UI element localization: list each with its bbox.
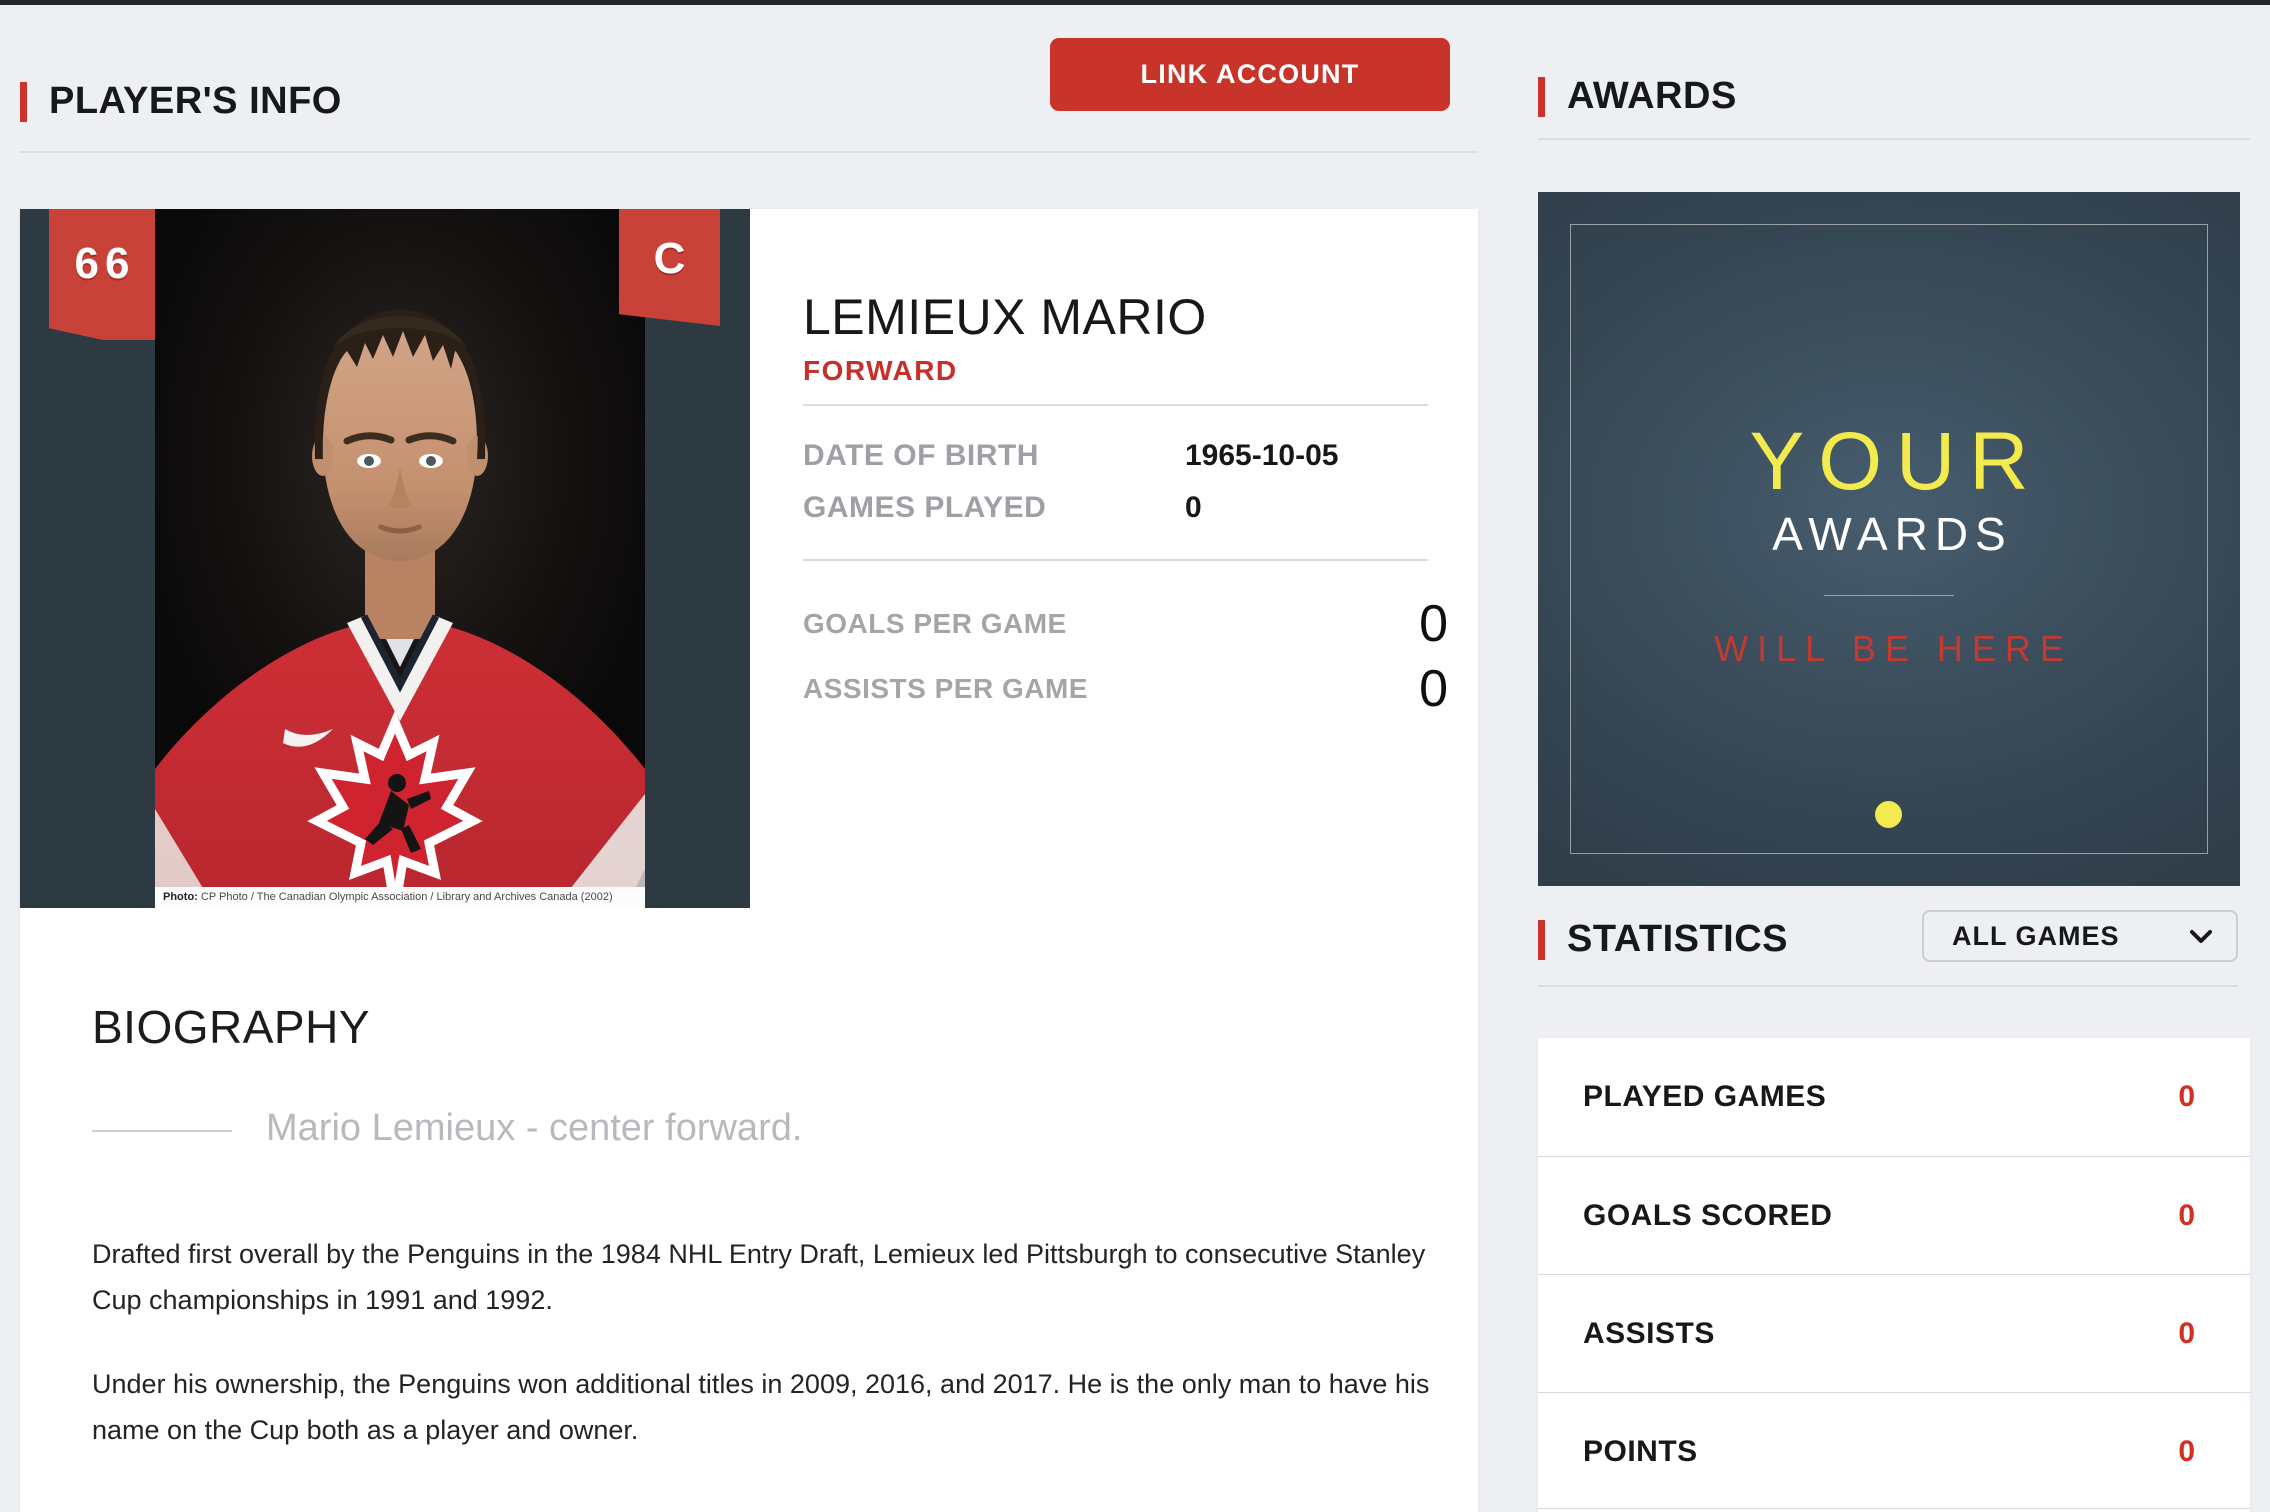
info-value: 1965-10-05: [1185, 439, 1339, 472]
biography-quote: Mario Lemieux - center forward.: [266, 1107, 803, 1149]
statistics-header: STATISTICS: [1538, 918, 1788, 961]
stats-row-label: POINTS: [1583, 1434, 1698, 1468]
statistics-card: PLAYED GAMES 0 GOALS SCORED 0 ASSISTS 0 …: [1538, 1038, 2250, 1512]
photo-credit-text: CP Photo / The Canadian Olympic Associat…: [200, 891, 613, 903]
info-label: DATE OF BIRTH: [803, 439, 1039, 472]
awards-empty-panel: YOUR AWARDS WILL BE HERE: [1538, 192, 2240, 886]
stats-row-label: ASSISTS: [1583, 1316, 1715, 1350]
awards-inner-frame: [1570, 224, 2208, 854]
stat-value: 0: [1419, 595, 1448, 653]
left-header-divider: [20, 151, 1478, 153]
photo-panel: Photo: CP Photo / The Canadian Olympic A…: [20, 209, 750, 908]
stats-row-value: 0: [2178, 1080, 2195, 1113]
quote-rule: [92, 1130, 232, 1132]
photo-credit-label: Photo:: [163, 891, 198, 903]
info-value: 0: [1185, 491, 1202, 524]
player-position: FORWARD: [803, 355, 958, 386]
info-label: GAMES PLAYED: [803, 491, 1047, 524]
stats-row-points: POINTS 0: [1538, 1392, 2250, 1510]
info-divider-bottom: [803, 559, 1428, 561]
top-accent-bar: [0, 0, 2270, 5]
players-info-header: PLAYER'S INFO: [20, 80, 342, 123]
stats-row-assists: ASSISTS 0: [1538, 1274, 2250, 1392]
biography-paragraph: Under his ownership, the Penguins won ad…: [92, 1369, 1430, 1445]
stats-row-label: PLAYED GAMES: [1583, 1080, 1827, 1113]
stat-label: ASSISTS PER GAME: [803, 673, 1088, 704]
statistics-card-divider: [1538, 1508, 2250, 1509]
statistics-title: STATISTICS: [1567, 918, 1789, 960]
info-row-date-of-birth: DATE OF BIRTH 1965-10-05: [803, 439, 1448, 473]
awards-placeholder-rule: [1824, 595, 1954, 596]
stats-row-played-games: PLAYED GAMES 0: [1538, 1038, 2250, 1156]
red-accent-bar: [20, 81, 27, 122]
jersey-number-ribbon: 66: [49, 209, 155, 340]
player-portrait-illustration: [155, 209, 645, 908]
awards-title: AWARDS: [1567, 75, 1737, 117]
players-info-title: PLAYER'S INFO: [49, 80, 342, 122]
stat-row-assists-per-game: ASSISTS PER GAME 0: [803, 659, 1448, 719]
red-accent-bar: [1538, 919, 1545, 960]
player-name: LEMIEUX MARIO: [803, 289, 1207, 345]
awards-placeholder-will-be-here: WILL BE HERE: [1714, 628, 2073, 669]
stats-row-value: 0: [2178, 1198, 2195, 1232]
stats-row-value: 0: [2178, 1316, 2195, 1350]
awards-placeholder-your: YOUR: [1749, 416, 2043, 507]
red-accent-bar: [1538, 76, 1545, 117]
player-photo: Photo: CP Photo / The Canadian Olympic A…: [155, 209, 645, 908]
stats-row-label: GOALS SCORED: [1583, 1198, 1833, 1232]
carousel-dot[interactable]: [1875, 801, 1902, 828]
stat-row-goals-per-game: GOALS PER GAME 0: [803, 594, 1448, 654]
info-row-games-played: GAMES PLAYED 0: [803, 491, 1448, 525]
link-account-button[interactable]: LINK ACCOUNT: [1050, 38, 1450, 111]
info-divider-top: [803, 404, 1428, 406]
stat-label: GOALS PER GAME: [803, 608, 1067, 639]
awards-header-divider: [1538, 138, 2250, 140]
chevron-down-icon: [2190, 930, 2212, 943]
stats-row-goals-scored: GOALS SCORED 0: [1538, 1156, 2250, 1274]
player-card: Photo: CP Photo / The Canadian Olympic A…: [20, 209, 1478, 1512]
games-filter-select[interactable]: ALL GAMES: [1922, 910, 2238, 962]
awards-header: AWARDS: [1538, 75, 1737, 118]
biography-paragraph: Drafted first overall by the Penguins in…: [92, 1239, 1426, 1315]
photo-credit: Photo: CP Photo / The Canadian Olympic A…: [155, 887, 645, 908]
stat-value: 0: [1419, 660, 1448, 718]
awards-placeholder-awards: AWARDS: [1772, 508, 2013, 560]
stats-row-value: 0: [2178, 1434, 2195, 1468]
captain-ribbon: C: [619, 209, 720, 326]
statistics-header-divider: [1538, 985, 2238, 987]
biography-title: BIOGRAPHY: [92, 1001, 371, 1053]
games-filter-value: ALL GAMES: [1952, 920, 2120, 951]
